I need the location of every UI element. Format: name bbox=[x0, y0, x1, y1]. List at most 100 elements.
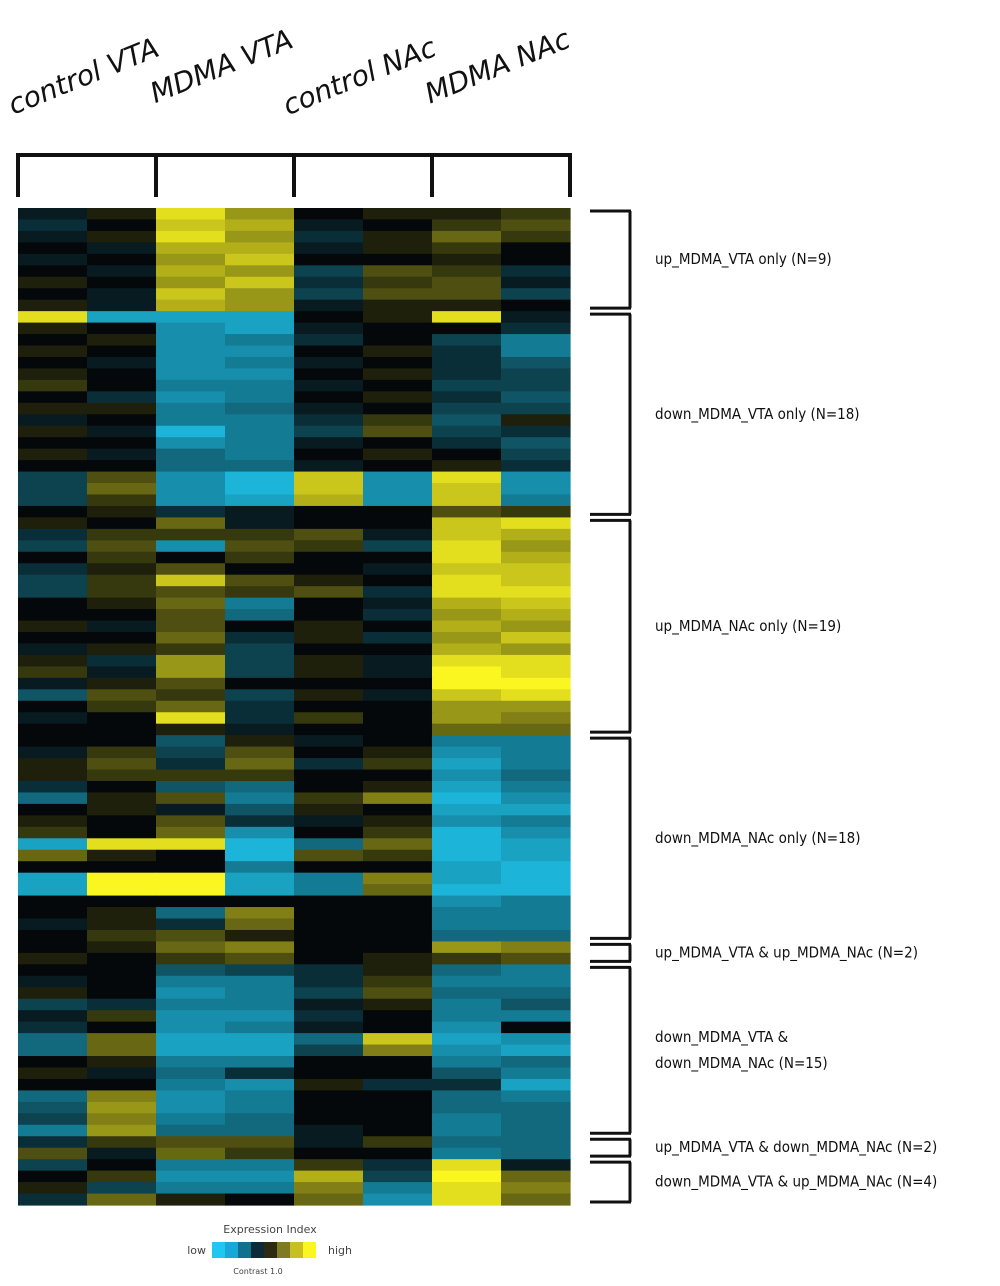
heatmap-cell bbox=[87, 746, 157, 759]
heatmap-cell bbox=[501, 1193, 571, 1206]
heatmap-cell bbox=[87, 1090, 157, 1103]
heatmap-cell bbox=[225, 998, 295, 1011]
heatmap-cell bbox=[156, 677, 226, 690]
heatmap-cell bbox=[294, 803, 364, 816]
heatmap-cell bbox=[363, 276, 433, 289]
heatmap-cell bbox=[432, 620, 502, 633]
heatmap-cell bbox=[87, 941, 157, 954]
heatmap-cell bbox=[18, 1044, 88, 1057]
heatmap-cell bbox=[432, 288, 502, 301]
heatmap-cell bbox=[294, 483, 364, 496]
heatmap-cell bbox=[18, 1147, 88, 1160]
heatmap-cell bbox=[87, 712, 157, 725]
heatmap-cell bbox=[156, 872, 226, 885]
heatmap-cell bbox=[156, 884, 226, 897]
heatmap-cell bbox=[18, 861, 88, 874]
heatmap-cell bbox=[432, 483, 502, 496]
heatmap-cell bbox=[294, 975, 364, 988]
heatmap-cell bbox=[363, 780, 433, 794]
heatmap-cell bbox=[18, 712, 88, 725]
heatmap-cell bbox=[18, 1193, 88, 1206]
heatmap-cell bbox=[225, 712, 295, 725]
heatmap-cell bbox=[501, 402, 571, 415]
heatmap-cell bbox=[294, 941, 364, 954]
heatmap-cell bbox=[432, 689, 502, 702]
heatmap-cell bbox=[501, 861, 571, 874]
heatmap-cell bbox=[18, 941, 88, 954]
heatmap-cell bbox=[363, 735, 433, 748]
heatmap-cell bbox=[87, 723, 157, 736]
heatmap-cell bbox=[363, 826, 433, 839]
heatmap-cell bbox=[363, 368, 433, 381]
heatmap-cell bbox=[156, 230, 226, 243]
heatmap-cell bbox=[87, 517, 157, 530]
heatmap-cell bbox=[156, 654, 226, 667]
heatmap-cell bbox=[225, 1147, 295, 1160]
heatmap-cell bbox=[363, 620, 433, 633]
heatmap-cell bbox=[363, 964, 433, 977]
heatmap-cell bbox=[225, 952, 295, 965]
heatmap-cell bbox=[87, 1159, 157, 1172]
heatmap-cell bbox=[294, 253, 364, 266]
heatmap-cell bbox=[18, 471, 88, 484]
heatmap-cell bbox=[87, 322, 157, 335]
heatmap-cell bbox=[363, 758, 433, 771]
heatmap-cell bbox=[363, 563, 433, 576]
column-label: control VTA bbox=[3, 31, 163, 121]
heatmap-cell bbox=[87, 471, 157, 484]
heatmap-cell bbox=[18, 826, 88, 839]
heatmap-cell bbox=[18, 735, 88, 748]
heatmap-cell bbox=[432, 1170, 502, 1183]
heatmap-cell bbox=[432, 826, 502, 839]
heatmap-cell bbox=[87, 597, 157, 610]
heatmap-cell bbox=[225, 677, 295, 690]
heatmap-cell bbox=[225, 941, 295, 954]
heatmap-cell bbox=[87, 540, 157, 553]
heatmap-cell bbox=[225, 838, 295, 851]
heatmap-cell bbox=[225, 907, 295, 920]
heatmap-cell bbox=[501, 391, 571, 404]
heatmap-cell bbox=[432, 345, 502, 358]
heatmap-cell bbox=[294, 414, 364, 427]
heatmap-cell bbox=[501, 654, 571, 667]
heatmap-cell bbox=[156, 1078, 226, 1092]
heatmap-cell bbox=[432, 208, 502, 221]
heatmap-cell bbox=[501, 574, 571, 587]
heatmap-cell bbox=[87, 414, 157, 427]
heatmap-cell bbox=[18, 1056, 88, 1069]
heatmap-cell bbox=[225, 471, 295, 484]
heatmap-cell bbox=[294, 1044, 364, 1057]
heatmap-cell bbox=[156, 838, 226, 851]
heatmap-cell bbox=[18, 964, 88, 977]
heatmap-cell bbox=[18, 483, 88, 496]
heatmap-cell bbox=[225, 276, 295, 289]
heatmap-cell bbox=[156, 1021, 226, 1034]
heatmap-cell bbox=[363, 838, 433, 851]
heatmap-cell bbox=[18, 230, 88, 243]
heatmap-cell bbox=[18, 700, 88, 713]
heatmap-cell bbox=[432, 1010, 502, 1023]
heatmap-cell bbox=[432, 425, 502, 438]
heatmap-cell bbox=[501, 1159, 571, 1172]
heatmap-cell bbox=[225, 872, 295, 885]
heatmap-cell bbox=[87, 1113, 157, 1126]
heatmap-cell bbox=[432, 437, 502, 450]
heatmap-cell bbox=[225, 597, 295, 610]
heatmap-cell bbox=[363, 414, 433, 427]
heatmap-cell bbox=[18, 253, 88, 266]
heatmap-cell bbox=[156, 219, 226, 232]
heatmap-cell bbox=[18, 437, 88, 450]
heatmap-cell bbox=[432, 586, 502, 599]
heatmap-cell bbox=[87, 929, 157, 943]
heatmap-cell bbox=[225, 414, 295, 427]
heatmap-cell bbox=[432, 975, 502, 988]
heatmap-cell bbox=[432, 356, 502, 370]
heatmap-cell bbox=[225, 391, 295, 404]
heatmap-cell bbox=[225, 666, 295, 679]
heatmap-cell bbox=[432, 242, 502, 255]
heatmap-cell bbox=[501, 803, 571, 816]
heatmap-cell bbox=[156, 460, 226, 473]
heatmap-cell bbox=[18, 334, 88, 347]
heatmap-cell bbox=[501, 1136, 571, 1149]
